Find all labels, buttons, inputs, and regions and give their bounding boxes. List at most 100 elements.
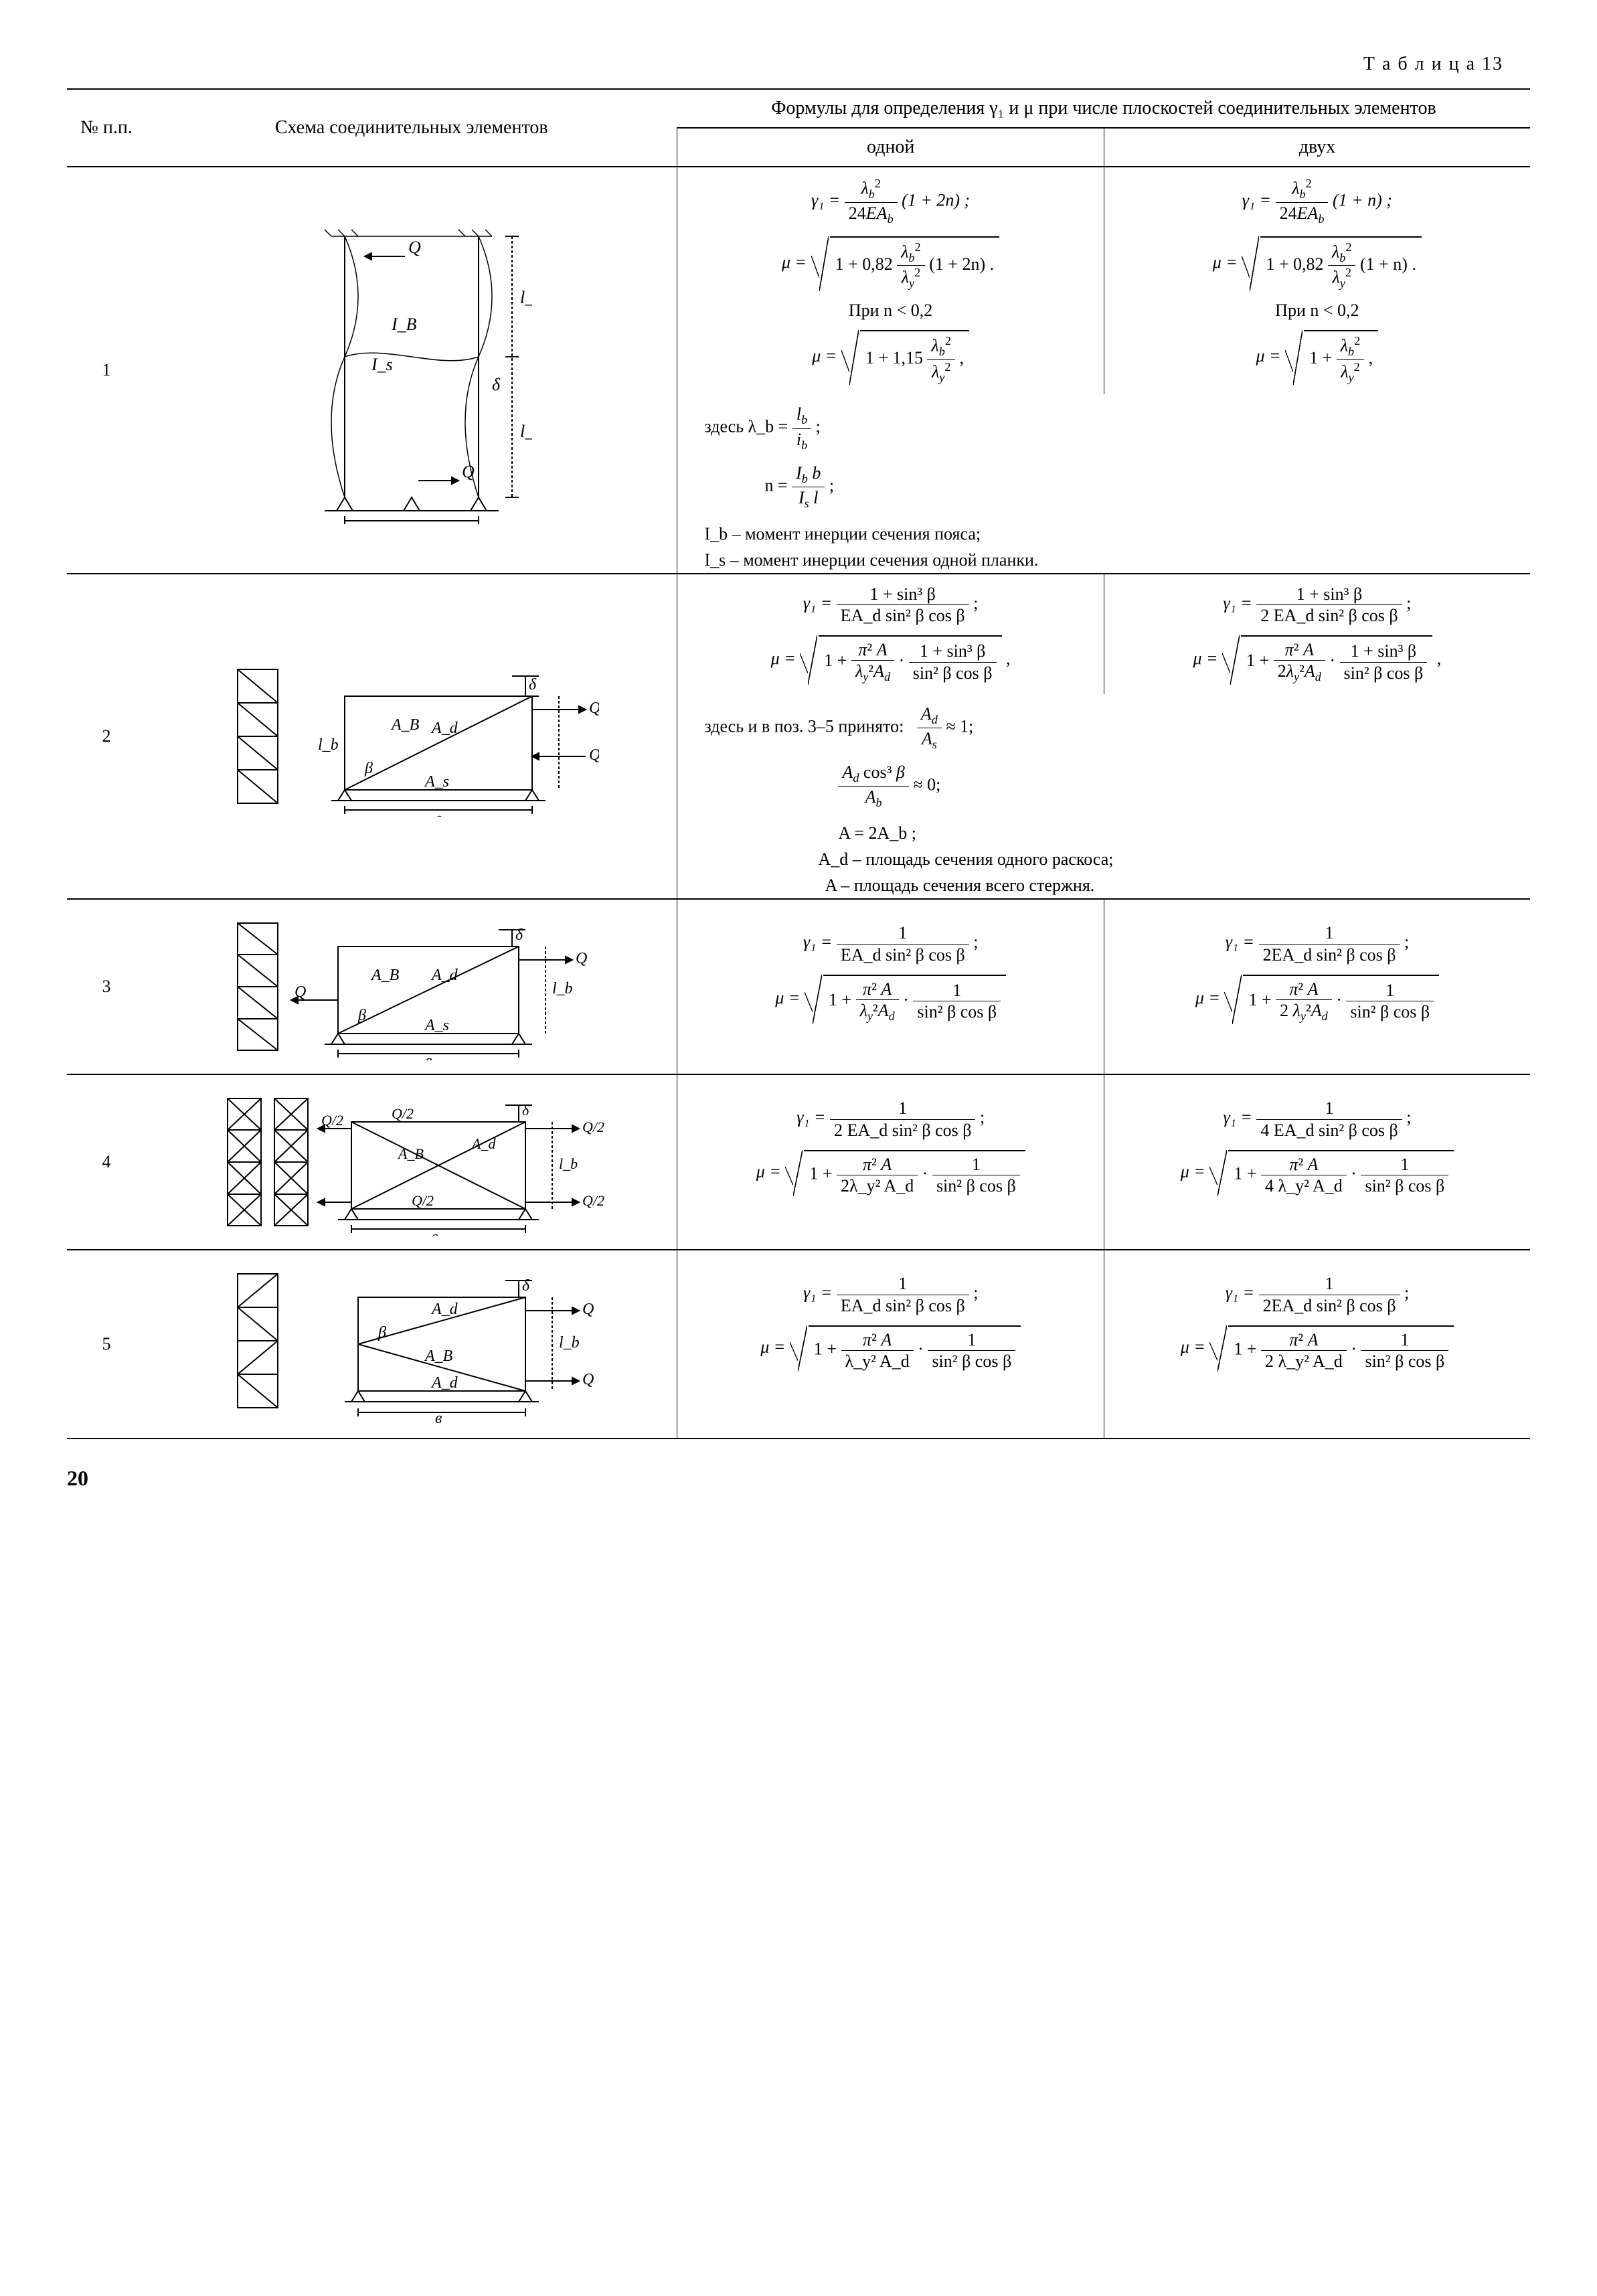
table-row: 4: [67, 1074, 1530, 1250]
svg-text:β: β: [357, 1007, 366, 1024]
frac-den: λ_y² A_d: [841, 1351, 914, 1372]
row-num: 5: [67, 1250, 146, 1439]
formula-one: γ₁ = 1 EA_d sin² β cos β ; μ = 1 + π² Aλ…: [677, 1250, 1104, 1439]
formula-tail: (1 + 2n) ;: [902, 190, 970, 210]
table-row: 2: [67, 574, 1530, 900]
mu-label: μ =: [1213, 252, 1238, 272]
gamma-label: γ₁ =: [1242, 190, 1271, 210]
note-text: A = 2A_b ;: [704, 820, 1530, 846]
svg-text:A_B: A_B: [390, 716, 420, 734]
frac-den: 2EA_d sin² β cos β: [1259, 945, 1400, 965]
fraction: λb2 24EAb: [845, 177, 898, 227]
mu-coef: 1 + 0,82: [1266, 254, 1323, 274]
gamma-label: γ₁ =: [811, 190, 840, 210]
svg-text:в: в: [408, 519, 416, 524]
note-label: здесь и в поз. 3–5 принято:: [704, 717, 904, 736]
svg-text:l_b: l_b: [559, 1155, 578, 1172]
row-num: 4: [67, 1074, 146, 1250]
svg-text:l_b/2: l_b/2: [520, 422, 532, 441]
scheme-cell: Q/2Q/2 Q/2Q/2 A_BA_d Q/2 δl_b в: [146, 1074, 677, 1250]
header-formula: Формулы для определения γ₁ и μ при числе…: [677, 89, 1530, 128]
sqrt: 1 + 0,82 λb2 λy2 (1 + 2n) .: [811, 236, 1000, 291]
frac-num: 1 + sin³ β: [909, 641, 997, 662]
formula-cell-row2: γ₁ = 1 + sin³ β EA_d sin² β cos β ; μ = …: [677, 574, 1530, 900]
table-row: 1: [67, 167, 1530, 574]
frac-den: EA_d sin² β cos β: [837, 945, 969, 965]
svg-text:Q: Q: [589, 700, 599, 717]
header-scheme: Схема соединительных элементов: [146, 89, 677, 167]
formula-tail: (1 + 2n) .: [929, 254, 994, 274]
formula-one: γ₁ = 1 EA_d sin² β cos β ; μ = 1 + π² Aλ…: [677, 899, 1104, 1074]
frac-den: sin² β cos β: [928, 1351, 1015, 1372]
svg-text:δ: δ: [492, 375, 501, 394]
diagram-2: A_BA_d β A_s QQ δ l_b в: [224, 656, 599, 817]
frac-den: EA_d sin² β cos β: [837, 605, 969, 626]
scheme-cell: A_BA_d β A_s QQ δ l_b в: [146, 574, 677, 900]
header-num: № п.п.: [67, 89, 146, 167]
condition: При n < 0,2: [684, 301, 1096, 321]
svg-text:A_d: A_d: [430, 720, 458, 737]
frac-num: 1: [837, 1273, 969, 1295]
diagram-4: Q/2Q/2 Q/2Q/2 A_BA_d Q/2 δl_b в: [218, 1088, 606, 1236]
frac-den: sin² β cos β: [1340, 663, 1428, 683]
formula-tail: (1 + n) ;: [1333, 190, 1392, 210]
svg-text:Q/2: Q/2: [412, 1192, 434, 1209]
svg-text:Q: Q: [582, 1371, 594, 1388]
mu-label: μ =: [1193, 649, 1217, 668]
note-tail: ≈ 1;: [946, 717, 973, 736]
frac-num: 1 + sin³ β: [1340, 641, 1428, 662]
svg-text:Q: Q: [576, 950, 587, 967]
page-number: 20: [67, 1466, 1530, 1491]
frac-num: 1: [837, 922, 969, 944]
svg-text:β: β: [364, 760, 373, 777]
diagram-5: A_d β A_B A_d QQ δl_b в: [224, 1264, 599, 1424]
mu-coef: 1 + 1,15: [865, 348, 923, 367]
formula-one: γ₁ = 1 2 EA_d sin² β cos β ; μ = 1 + π² …: [677, 1074, 1104, 1250]
svg-text:Q: Q: [589, 746, 599, 764]
frac-den: sin² β cos β: [1361, 1175, 1448, 1196]
mu-label: μ =: [771, 649, 796, 668]
svg-text:Q: Q: [462, 462, 475, 481]
frac-den: 2 EA_d sin² β cos β: [1256, 605, 1402, 626]
svg-text:A_B: A_B: [424, 1347, 453, 1365]
formula-two: γ₁ = 1 4 EA_d sin² β cos β ; μ = 1 + π² …: [1104, 1074, 1531, 1250]
svg-text:в: в: [435, 1410, 442, 1424]
svg-text:A_s: A_s: [424, 1017, 449, 1034]
frac-num: 1: [1361, 1154, 1448, 1175]
svg-text:A_B: A_B: [397, 1145, 424, 1162]
formula-cell-row1: γ₁ = λb2 24EAb (1 + 2n) ; μ = 1 +: [677, 167, 1530, 574]
diagram-3: A_BA_d βA_s QQ δl_b в: [224, 913, 599, 1060]
frac-den: sin² β cos β: [1346, 1001, 1434, 1022]
note-text: I_b – момент инерции сечения пояса;: [704, 521, 1530, 547]
svg-text:Q: Q: [295, 983, 306, 1001]
frac-den: 2λ_y² A_d: [837, 1175, 918, 1196]
svg-text:Q/2: Q/2: [392, 1105, 414, 1122]
formula-two: γ₁ = 1 2EA_d sin² β cos β ; μ = 1 + π² A…: [1104, 1250, 1531, 1439]
frac-num: 1 + sin³ β: [1256, 584, 1402, 605]
table-label: Т а б л и ц а 13: [67, 54, 1530, 75]
svg-text:A_B: A_B: [370, 967, 400, 984]
table-row: 3: [67, 899, 1530, 1074]
svg-text:δ: δ: [522, 1102, 529, 1119]
svg-text:A_d: A_d: [471, 1135, 496, 1152]
frac-num: 1: [1259, 922, 1400, 944]
frac-num: 1: [1361, 1329, 1448, 1351]
frac-den: sin² β cos β: [909, 663, 997, 683]
svg-text:I_s: I_s: [371, 355, 393, 374]
frac-num: 1: [928, 1329, 1015, 1351]
frac-den: sin² β cos β: [932, 1175, 1020, 1196]
mu-label: μ =: [1256, 346, 1280, 365]
note-label: здесь λ_b =: [704, 417, 788, 436]
mu-coef: 1 +: [1309, 348, 1332, 367]
svg-text:Q: Q: [408, 238, 421, 257]
header-two: двух: [1104, 128, 1531, 167]
mu-label: μ =: [782, 252, 807, 272]
frac-den: 2 EA_d sin² β cos β: [830, 1120, 975, 1141]
svg-text:δ: δ: [522, 1277, 530, 1295]
row2-notes: здесь и в поз. 3–5 принято: Ad As ≈ 1; A…: [677, 704, 1530, 898]
svg-text:l_b: l_b: [318, 736, 339, 754]
row-num: 3: [67, 899, 146, 1074]
scheme-cell: Q I_B I_s Q l_b/2 l_b/2 δ в: [146, 167, 677, 574]
svg-text:β: β: [377, 1324, 386, 1341]
frac-den: 4 EA_d sin² β cos β: [1256, 1120, 1402, 1141]
